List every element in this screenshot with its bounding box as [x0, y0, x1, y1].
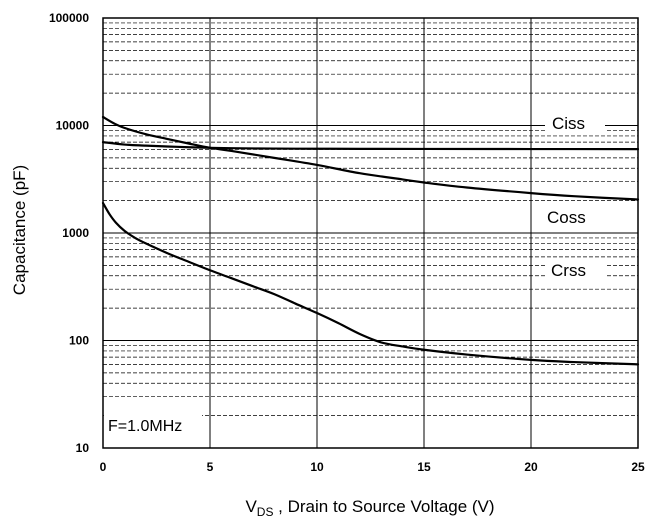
frequency-annotation: F=1.0MHz — [108, 418, 182, 435]
series-line-ciss — [101, 141, 640, 151]
x-axis-title-rest: , Drain to Source Voltage (V) — [273, 497, 494, 516]
y-tick-label: 10 — [76, 441, 90, 455]
crss-label-bg — [546, 258, 606, 282]
series-label-crss: Crss — [551, 261, 586, 280]
x-tick-label: 5 — [207, 460, 214, 474]
y-tick-label: 10000 — [56, 119, 90, 133]
series-line-crss — [101, 201, 640, 366]
x-axis-title-main: V — [245, 497, 257, 516]
x-tick-labels: 0 5 10 15 20 25 — [100, 460, 645, 474]
x-tick-label: 25 — [631, 460, 645, 474]
x-axis-title-subscript: DS — [257, 505, 274, 519]
grid — [103, 18, 638, 449]
y-tick-label: 1000 — [62, 226, 89, 240]
y-tick-labels: 10 100 1000 10000 100000 — [49, 11, 89, 455]
x-tick-label: 10 — [310, 460, 324, 474]
series-label-ciss: Ciss — [552, 114, 585, 133]
x-tick-label: 0 — [100, 460, 107, 474]
y-tick-label: 100000 — [49, 11, 89, 25]
x-axis-title: VDS , Drain to Source Voltage (V) — [245, 497, 494, 519]
series-lines — [101, 115, 640, 366]
annotation-bg — [104, 412, 202, 438]
plot-frame — [102, 17, 639, 449]
x-tick-label: 20 — [524, 460, 538, 474]
y-tick-label: 100 — [69, 334, 89, 348]
series-line-coss — [101, 115, 640, 201]
coss-label-bg — [543, 205, 605, 229]
y-axis-title: Capacitance (pF) — [10, 165, 29, 295]
x-tick-label: 15 — [417, 460, 431, 474]
series-label-coss: Coss — [547, 208, 586, 227]
ciss-label-bg — [545, 110, 605, 134]
